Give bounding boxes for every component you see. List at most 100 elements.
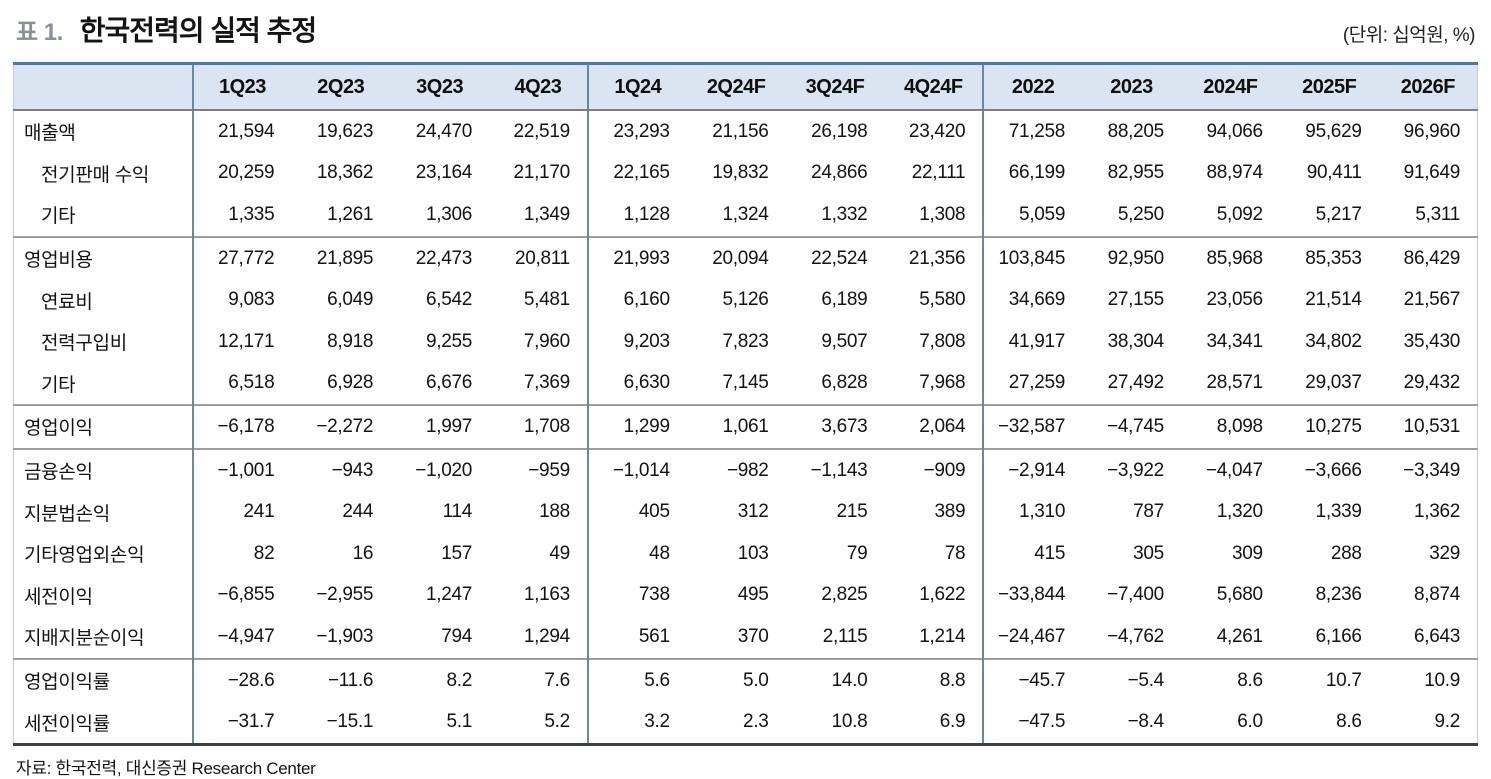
cell-value: 1,299 — [587, 404, 687, 449]
row-label: 지배지분순이익 — [13, 616, 194, 659]
cell-value: 7,823 — [722, 330, 769, 352]
cell-value: 309 — [1231, 542, 1263, 564]
cell-value: 10,531 — [1378, 404, 1478, 449]
table-row: 영업비용 27,772 21,895 22,473 20,811 21,993 20,094… — [13, 235, 1478, 280]
cell-value: 2,825 — [821, 584, 868, 606]
cell-value: 27,492 — [1107, 372, 1165, 394]
cell-value: 1,324 — [722, 203, 769, 225]
cell-value: 738 — [638, 584, 670, 606]
cell-value: 7,369 — [489, 362, 589, 406]
cell-value: −8.4 — [1082, 701, 1181, 746]
row-label: 영업이익 — [13, 404, 194, 449]
cell-value: 2,064 — [884, 404, 985, 449]
cell-value: −31.7 — [192, 701, 292, 746]
table-number-label: 표 1. — [16, 19, 63, 46]
title-group: 표 1. 한국전력의 실적 추정 — [16, 9, 317, 49]
cell-value: 244 — [342, 501, 374, 523]
cell-value: 78 — [884, 532, 985, 575]
cell-value: 415 — [1034, 542, 1066, 564]
cell-value: 86,429 — [1378, 235, 1478, 280]
cell-value: 71,258 — [1008, 120, 1066, 142]
cell-value: 27,259 — [1008, 372, 1066, 394]
cell-value: 23,293 — [613, 120, 670, 142]
cell-value: 94,066 — [1206, 120, 1263, 142]
cell-value: −6,855 — [217, 584, 275, 606]
cell-value: 21,993 — [587, 235, 687, 280]
cell-value: 8,918 — [327, 330, 374, 352]
column-header: 2022 — [983, 62, 1083, 111]
column-header: 2Q24F — [686, 62, 786, 111]
cell-value: −982 — [686, 447, 786, 492]
column-header: 3Q24F — [785, 62, 885, 111]
cell-value: −1,014 — [587, 447, 687, 492]
cell-value: −45.7 — [983, 657, 1083, 702]
cell-value: −11.6 — [291, 657, 391, 702]
cell-value: 35,430 — [1403, 330, 1461, 352]
column-header: 2025F — [1279, 62, 1379, 111]
row-label: 전력구입비 — [13, 320, 194, 363]
cell-value: 28,571 — [1206, 372, 1263, 394]
table-row: 매출액 21,594 19,623 24,470 22,519 23,293 21,156 2… — [13, 110, 1478, 153]
cell-value: 85,353 — [1279, 235, 1379, 280]
cell-value: 21,895 — [291, 235, 391, 280]
table-row: 세전이익률 −31.7 −15.1 5.1 5.2 3.2 2.3 10.8 6.9 −47.5−… — [13, 701, 1478, 746]
cell-value: −24,467 — [997, 625, 1066, 647]
cell-value: −1,143 — [785, 447, 885, 492]
cell-value: 1,708 — [489, 404, 589, 449]
cell-value: 1,622 — [884, 574, 985, 617]
cell-value: 95,629 — [1305, 120, 1362, 142]
cell-value: 19,832 — [712, 162, 769, 184]
cell-value: 23,164 — [415, 162, 473, 184]
cell-value: 787 — [1133, 501, 1164, 523]
cell-value: 6,166 — [1315, 625, 1362, 647]
cell-value: 34,669 — [1008, 289, 1066, 311]
cell-value: 114 — [442, 501, 473, 523]
cell-value: 5,059 — [1019, 203, 1066, 225]
cell-value: 3,673 — [785, 404, 885, 449]
cell-value: −4,047 — [1180, 447, 1280, 492]
cell-value: 5,481 — [489, 279, 589, 321]
cell-value: 10,275 — [1279, 404, 1379, 449]
cell-value: 22,165 — [613, 162, 670, 184]
row-label: 기타 — [13, 194, 194, 237]
cell-value: −4,762 — [1107, 625, 1164, 647]
cell-value: 21,156 — [712, 120, 769, 142]
unit-note: (단위: 십억원, %) — [1342, 25, 1476, 46]
cell-value: 6,160 — [623, 289, 670, 311]
cell-value: −1,903 — [316, 625, 374, 647]
cell-value: 3.2 — [587, 701, 687, 746]
row-label: 영업비용 — [13, 235, 194, 280]
row-label: 영업이익률 — [13, 657, 194, 702]
cell-value: 4,261 — [1216, 625, 1263, 647]
cell-value: 29,037 — [1305, 372, 1362, 394]
source-note: 자료: 한국전력, 대신증권 Research Center — [16, 758, 316, 778]
cell-value: −3,349 — [1378, 447, 1478, 492]
cell-value: 5,250 — [1117, 203, 1164, 225]
table-row: 연료비 9,083 6,049 6,542 5,481 6,160 5,126 6,189 5,… — [13, 279, 1478, 321]
cell-value: −1,001 — [192, 447, 292, 492]
cell-value: 103,845 — [983, 235, 1083, 280]
cell-value: 188 — [489, 491, 589, 533]
cell-value: 23,420 — [884, 110, 985, 153]
cell-value: 5.1 — [390, 701, 490, 746]
cell-value: 8,874 — [1413, 584, 1460, 606]
cell-value: 7,808 — [884, 320, 985, 363]
cell-value: −4,947 — [217, 625, 275, 647]
cell-value: 389 — [884, 491, 985, 533]
cell-value: 6,518 — [228, 372, 275, 394]
cell-value: 9,083 — [228, 289, 275, 311]
earnings-estimate-table: 1Q23 2Q23 3Q23 4Q23 1Q24 2Q24F 3Q24F 4Q24F 2022 2… — [13, 62, 1478, 746]
cell-value: 8,236 — [1315, 584, 1362, 606]
cell-value: 21,514 — [1305, 289, 1362, 311]
cell-value: 1,335 — [228, 203, 275, 225]
cell-value: 91,649 — [1403, 162, 1461, 184]
row-label: 연료비 — [13, 279, 194, 321]
cell-value: 21,356 — [884, 235, 985, 280]
page-title: 한국전력의 실적 추정 — [79, 15, 317, 46]
column-header: 2026F — [1378, 62, 1478, 111]
cell-value: 1,339 — [1315, 501, 1362, 523]
cell-value: 8.6 — [1180, 657, 1280, 702]
cell-value: 41,917 — [1008, 330, 1066, 352]
cell-value: 1,997 — [390, 404, 490, 449]
cell-value: 1,294 — [489, 616, 589, 659]
